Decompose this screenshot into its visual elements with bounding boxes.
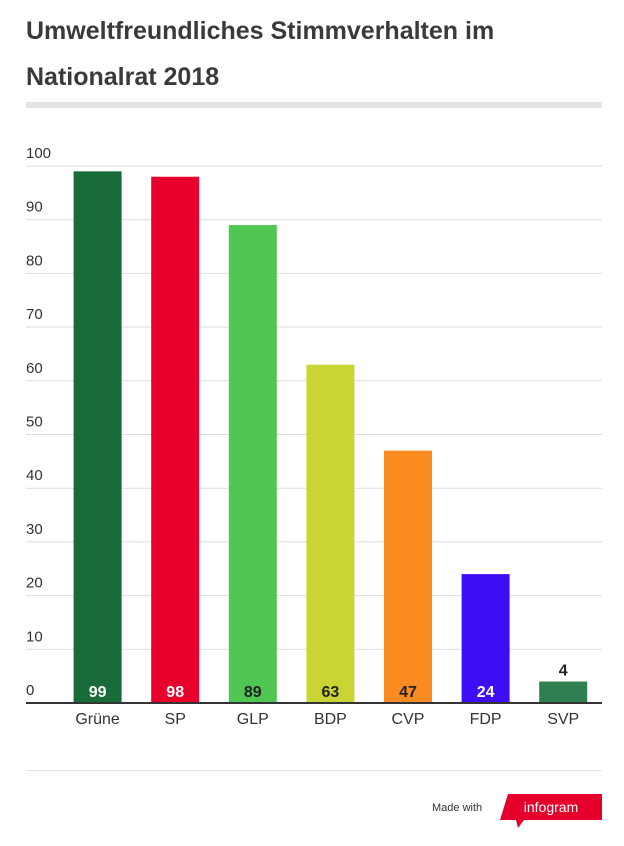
data-label: 63 bbox=[322, 684, 340, 701]
y-tick-label: 70 bbox=[26, 306, 43, 323]
bar bbox=[539, 681, 588, 703]
y-tick-label: 50 bbox=[26, 414, 43, 431]
bar bbox=[461, 574, 510, 703]
y-tick-label: 0 bbox=[26, 682, 34, 699]
data-label: 24 bbox=[477, 684, 495, 701]
data-label: 4 bbox=[559, 663, 568, 680]
infogram-logo[interactable]: infogram bbox=[500, 794, 602, 828]
data-label: 99 bbox=[89, 684, 107, 701]
infogram-label: infogram bbox=[523, 799, 579, 815]
data-label: 98 bbox=[166, 684, 184, 701]
bar bbox=[73, 171, 122, 703]
x-tick-label: SP bbox=[165, 711, 186, 728]
y-tick-label: 80 bbox=[26, 252, 43, 269]
bar bbox=[306, 364, 355, 703]
x-tick-label: SVP bbox=[547, 711, 579, 728]
x-tick-label: Grüne bbox=[75, 711, 120, 728]
bar bbox=[384, 450, 432, 703]
x-tick-label: CVP bbox=[392, 711, 425, 728]
bar bbox=[228, 225, 277, 703]
y-tick-label: 90 bbox=[26, 199, 43, 216]
infogram-logo-icon bbox=[500, 794, 602, 828]
y-tick-label: 100 bbox=[26, 145, 51, 162]
x-tick-label: BDP bbox=[314, 711, 347, 728]
x-tick-label: FDP bbox=[470, 711, 502, 728]
footer-divider bbox=[26, 770, 602, 771]
x-tick-label: GLP bbox=[237, 711, 269, 728]
made-with-label: Made with bbox=[432, 802, 483, 814]
y-tick-label: 20 bbox=[26, 575, 43, 592]
y-tick-label: 60 bbox=[26, 360, 43, 377]
y-tick-label: 30 bbox=[26, 521, 43, 538]
data-label: 47 bbox=[399, 684, 417, 701]
y-tick-label: 10 bbox=[26, 628, 43, 645]
bar bbox=[151, 176, 200, 704]
y-tick-label: 40 bbox=[26, 467, 43, 484]
data-label: 89 bbox=[244, 684, 262, 701]
chart-title: Umweltfreundliches Stimmverhalten im Nat… bbox=[26, 17, 495, 91]
title-divider bbox=[26, 102, 602, 108]
